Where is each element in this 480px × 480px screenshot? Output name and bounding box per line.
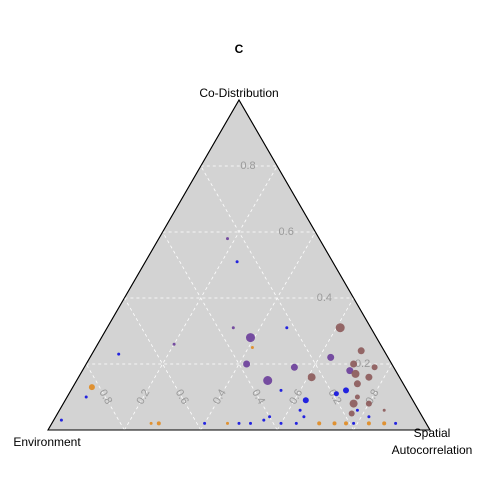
data-point bbox=[346, 367, 354, 375]
data-point bbox=[333, 391, 339, 397]
data-point bbox=[351, 369, 360, 378]
data-point bbox=[285, 326, 289, 330]
tick-label-codist: 0.4 bbox=[317, 292, 332, 304]
data-point bbox=[332, 421, 337, 426]
data-point bbox=[84, 395, 88, 399]
data-point bbox=[302, 415, 306, 419]
data-point bbox=[231, 326, 235, 330]
grid-line-spatial bbox=[200, 231, 316, 431]
data-point bbox=[365, 400, 372, 407]
data-point bbox=[250, 346, 254, 349]
tick-label-codist: 0.6 bbox=[279, 226, 294, 238]
grid-line-environment bbox=[162, 231, 278, 431]
grid-line-environment bbox=[85, 363, 125, 431]
data-point bbox=[246, 333, 255, 343]
axis-label-autocorrelation: Autocorrelation bbox=[392, 443, 473, 457]
data-point bbox=[237, 421, 241, 425]
data-point bbox=[354, 394, 360, 400]
data-point bbox=[349, 399, 358, 408]
data-point bbox=[172, 342, 176, 346]
data-point bbox=[290, 363, 298, 371]
tick-label-codist: 0.2 bbox=[355, 358, 370, 370]
data-point bbox=[279, 388, 283, 392]
data-point bbox=[367, 415, 371, 419]
grid-line-spatial bbox=[276, 297, 354, 431]
data-point bbox=[350, 360, 358, 368]
data-points bbox=[59, 237, 398, 426]
grid-line-environment bbox=[124, 297, 202, 431]
data-point bbox=[371, 364, 378, 371]
grid-line-spatial bbox=[353, 363, 393, 431]
data-point bbox=[203, 421, 207, 425]
data-point bbox=[382, 408, 386, 412]
data-point bbox=[317, 421, 322, 426]
data-point bbox=[335, 323, 345, 333]
data-point bbox=[117, 352, 121, 356]
grid-lines bbox=[85, 165, 393, 431]
data-point bbox=[355, 408, 359, 412]
data-point bbox=[149, 421, 153, 425]
data-point bbox=[353, 380, 361, 388]
data-point bbox=[226, 237, 229, 241]
data-point bbox=[357, 347, 365, 355]
data-point bbox=[352, 421, 356, 425]
data-point bbox=[243, 360, 251, 368]
data-point bbox=[249, 421, 252, 425]
data-point bbox=[366, 421, 371, 426]
data-point bbox=[268, 415, 272, 419]
data-point bbox=[327, 353, 335, 361]
data-point bbox=[343, 387, 349, 394]
data-point bbox=[302, 397, 309, 404]
data-point bbox=[394, 421, 398, 425]
data-point bbox=[279, 421, 283, 425]
tick-label-codist: 0.8 bbox=[240, 160, 255, 172]
data-point bbox=[365, 373, 373, 381]
data-point bbox=[59, 418, 63, 422]
data-point bbox=[307, 373, 316, 382]
data-point bbox=[382, 421, 387, 426]
data-point bbox=[263, 376, 273, 385]
axis-label-co-distribution: Co-Distribution bbox=[199, 86, 278, 100]
axis-label-spatial: Spatial bbox=[414, 426, 451, 440]
data-point bbox=[344, 421, 348, 426]
data-point bbox=[294, 421, 298, 425]
data-point bbox=[262, 418, 266, 422]
chart-title: C bbox=[235, 42, 244, 56]
data-point bbox=[88, 384, 95, 391]
data-point bbox=[235, 260, 239, 264]
data-point bbox=[226, 421, 229, 425]
data-point bbox=[298, 408, 302, 412]
triangle-outline bbox=[47, 99, 431, 431]
data-point bbox=[156, 421, 161, 426]
axis-label-environment: Environment bbox=[13, 435, 81, 449]
data-point bbox=[348, 410, 355, 417]
plot-panel bbox=[47, 99, 431, 431]
